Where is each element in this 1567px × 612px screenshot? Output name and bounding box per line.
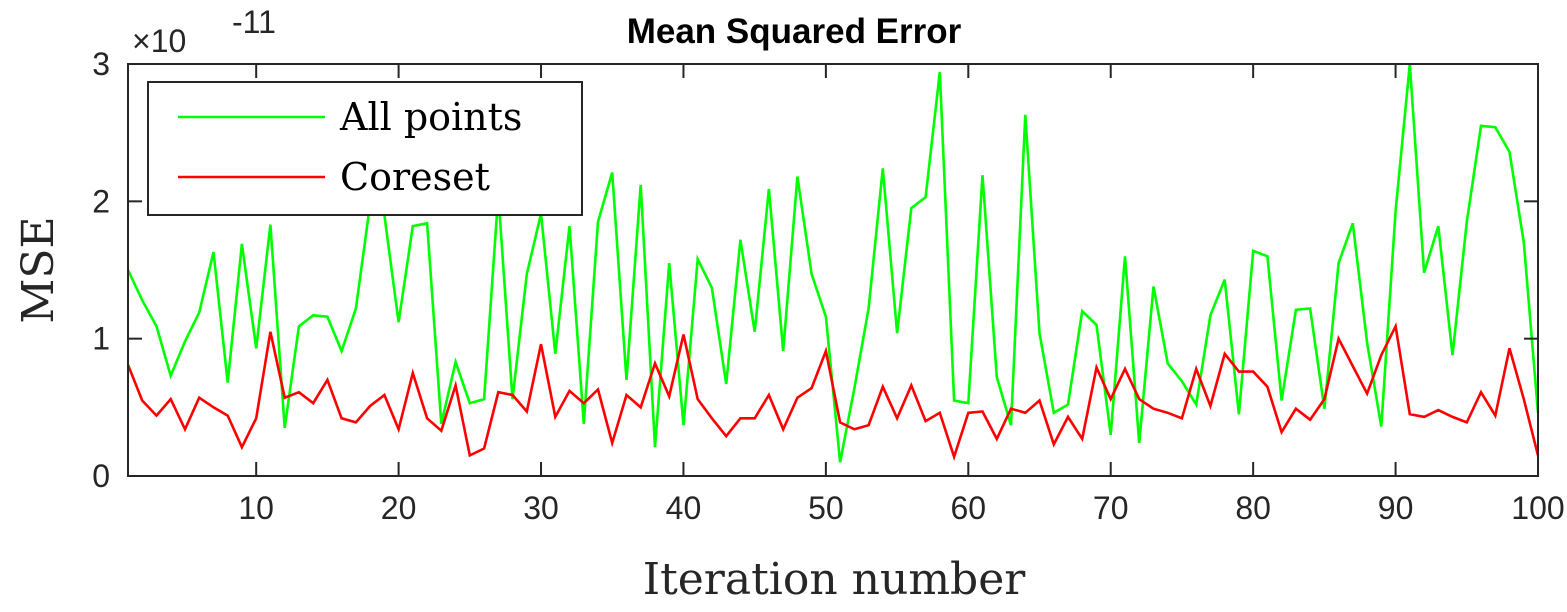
series-line-coreset	[126, 322, 1540, 462]
y-tick-label: 3	[92, 46, 110, 82]
legend-box	[147, 81, 583, 216]
legend-label: All points	[339, 95, 522, 139]
y-exponent-power: -11	[232, 4, 276, 40]
x-axis-ticks: 10 20 30 40 50 60 70 80 90 100	[238, 64, 1565, 526]
x-tick-label: 20	[381, 490, 417, 526]
x-tick-label: 90	[1378, 490, 1414, 526]
x-tick-label: 60	[951, 490, 987, 526]
x-tick-label: 50	[808, 490, 844, 526]
y-tick-label: 0	[92, 458, 110, 494]
chart-title: Mean Squared Error	[627, 12, 962, 51]
x-tick-label: 10	[238, 490, 274, 526]
y-tick-label: 2	[92, 183, 110, 219]
axes-box	[127, 63, 1539, 477]
x-axis-label: Iteration number	[643, 554, 1027, 605]
x-tick-label: 40	[666, 490, 702, 526]
x-tick-label: 100	[1511, 490, 1564, 526]
x-tick-label: 80	[1235, 490, 1271, 526]
legend: All points Coreset	[147, 81, 583, 216]
x-tick-label: 70	[1093, 490, 1129, 526]
y-exponent-prefix: ×10	[132, 23, 186, 59]
y-exponent-label: ×10 -11	[132, 4, 276, 59]
y-tick-label: 1	[92, 321, 110, 357]
y-axis-ticks: 0 1 2 3	[92, 46, 1538, 494]
legend-label: Coreset	[340, 155, 490, 199]
x-tick-label: 30	[523, 490, 559, 526]
y-axis-label: MSE	[13, 216, 64, 323]
